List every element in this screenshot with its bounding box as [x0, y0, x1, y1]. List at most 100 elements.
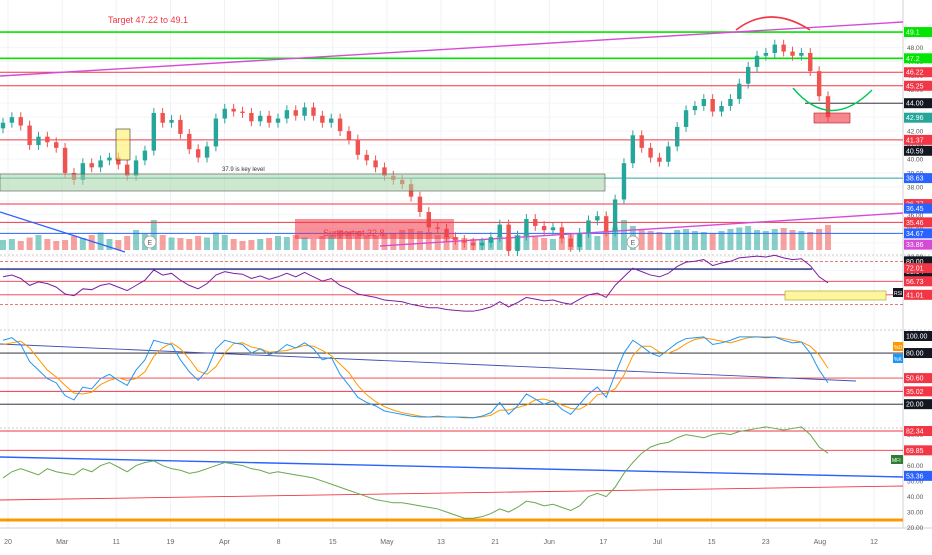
candle-body	[674, 126, 680, 147]
candle-body	[621, 163, 627, 200]
svg-text:36.45: 36.45	[906, 206, 924, 213]
volume-bar	[638, 230, 645, 250]
x-tick-label: 23	[762, 539, 770, 546]
volume-bar	[319, 236, 326, 250]
candle-body	[692, 105, 698, 111]
price-tag: 41.37	[904, 134, 932, 145]
stoch-legend-k: %K	[893, 354, 903, 363]
volume-bar	[416, 231, 423, 250]
mfi-axis-label: 30.00	[907, 510, 924, 517]
candle-body	[293, 110, 298, 116]
candle-body	[240, 111, 245, 113]
candle-body	[80, 163, 86, 180]
price-tag: 46.22	[904, 67, 932, 78]
stoch-tag: 50.60	[904, 373, 932, 384]
candle-body	[364, 154, 369, 161]
candle-body	[701, 99, 707, 106]
candle-body	[213, 118, 219, 147]
volume-bar	[62, 240, 69, 250]
volume-bar	[328, 235, 335, 250]
volume-bar	[674, 230, 681, 250]
candle-body	[231, 108, 236, 112]
candle-body	[470, 242, 476, 246]
stoch-tag: 100.00	[904, 331, 932, 341]
volume-bar	[771, 229, 778, 250]
candle-body	[89, 163, 94, 168]
candle-body	[825, 96, 831, 118]
volume-bar	[727, 229, 734, 250]
trendline-blue	[0, 211, 126, 253]
candle-body	[355, 139, 361, 155]
price-tag: 45.25	[904, 80, 932, 91]
candle-body	[346, 131, 352, 140]
mfi-tag: 53.36	[904, 470, 932, 481]
volume-bar	[177, 238, 184, 250]
candle-body	[329, 118, 334, 123]
volume-bar	[620, 220, 627, 250]
svg-text:41.37: 41.37	[906, 137, 924, 144]
mfi-axis-label: 20.00	[907, 525, 924, 532]
volume-bar	[363, 235, 370, 250]
candle-body	[577, 232, 582, 247]
price-tag: 44.00	[904, 98, 932, 109]
candle-body	[151, 112, 157, 151]
x-tick-label: 20	[4, 539, 12, 546]
candle-body	[657, 157, 662, 162]
svg-text:41.01: 41.01	[906, 292, 924, 299]
volume-bar	[585, 234, 592, 250]
volume-bar	[115, 240, 122, 250]
volume-bar	[825, 225, 831, 250]
svg-text:50.60: 50.60	[906, 376, 924, 383]
volume-bar	[0, 240, 6, 250]
volume-bar	[496, 236, 503, 250]
candle-body	[524, 218, 529, 236]
event-marker-2: E	[631, 240, 636, 247]
volume-bar	[798, 231, 805, 250]
candle-body	[595, 216, 600, 221]
svg-text:72.01: 72.01	[906, 266, 924, 273]
candle-body	[124, 164, 130, 176]
trendline-lower	[379, 212, 904, 247]
candle-body	[311, 107, 316, 116]
candle-body	[249, 112, 254, 122]
price-tag: 38.63	[904, 173, 932, 184]
volume-bar	[691, 231, 698, 250]
volume-bar	[292, 235, 299, 250]
price-axis-label: 40.00	[907, 157, 924, 164]
price-axis-label: 42.00	[907, 129, 924, 136]
rsi-legend: RSI	[893, 288, 903, 297]
volume-bar	[789, 230, 796, 250]
svg-text:80.00: 80.00	[906, 351, 924, 358]
candle-body	[275, 118, 281, 123]
volume-bar	[97, 232, 104, 250]
x-tick-label: 12	[870, 539, 878, 546]
candle-body	[0, 122, 6, 129]
svg-text:44.00: 44.00	[906, 101, 924, 108]
candle-body	[497, 224, 502, 238]
svg-text:35.02: 35.02	[906, 389, 924, 396]
volume-bar	[612, 227, 619, 250]
volume-bar	[168, 237, 175, 250]
volume-bar	[26, 237, 33, 250]
candle-body	[559, 227, 565, 239]
volume-bar	[665, 233, 672, 250]
volume-bar	[647, 231, 654, 250]
volume-bar	[159, 235, 166, 250]
candle-body	[320, 115, 325, 123]
candle-body	[683, 110, 689, 127]
x-tick-label: 8	[277, 539, 281, 546]
candle-body	[258, 115, 263, 122]
candle-body	[116, 157, 121, 165]
price-tag: 49.1	[904, 27, 932, 38]
candle-body	[568, 238, 573, 247]
volume-bar	[212, 232, 219, 250]
candle-body	[36, 136, 41, 146]
support-annotation: Support at 32.8	[323, 228, 385, 238]
volume-bar	[230, 239, 237, 250]
candle-body	[737, 83, 742, 100]
volume-bar	[780, 228, 787, 250]
volume-bar	[204, 237, 211, 250]
svg-text:20.00: 20.00	[906, 402, 924, 409]
trendline-upper	[0, 21, 904, 77]
volume-bar	[221, 235, 228, 250]
